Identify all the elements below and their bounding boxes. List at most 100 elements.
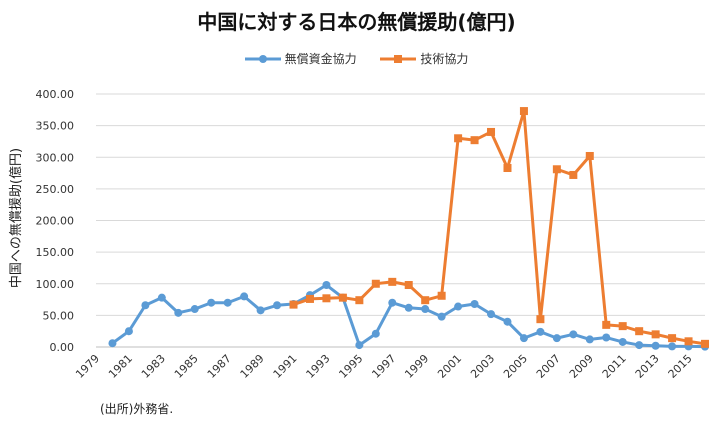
data-point xyxy=(108,339,117,348)
data-point xyxy=(519,334,528,343)
data-point xyxy=(421,305,430,314)
y-tick-label: 100.00 xyxy=(36,278,75,291)
data-point xyxy=(569,330,578,339)
y-axis-ticks: 0.00 50.00 100.00 150.00 200.00 250.00 300.00 3… xyxy=(36,88,75,354)
y-tick-label: 300.00 xyxy=(36,151,75,164)
data-point xyxy=(651,341,660,350)
x-tick-label: 1989 xyxy=(238,352,267,381)
gridlines xyxy=(96,93,705,348)
x-tick-label: 1993 xyxy=(304,352,333,381)
y-tick-label: 400.00 xyxy=(36,88,75,101)
legend-item-technical: 技術協力 xyxy=(380,50,468,67)
data-point xyxy=(635,341,644,350)
x-tick-label: 1987 xyxy=(205,352,234,381)
data-point xyxy=(503,164,512,173)
data-point xyxy=(487,127,496,136)
data-point xyxy=(552,334,561,343)
data-point xyxy=(487,310,496,319)
data-point xyxy=(371,329,380,338)
x-tick-label: 2005 xyxy=(501,352,530,381)
data-point xyxy=(470,136,479,145)
data-point xyxy=(602,333,611,342)
data-point xyxy=(388,277,397,286)
data-point xyxy=(602,320,611,329)
data-point xyxy=(618,337,627,346)
chart-title: 中国に対する日本の無償援助(億円) xyxy=(197,10,516,34)
data-point xyxy=(684,337,693,346)
data-point xyxy=(240,292,249,301)
data-point xyxy=(635,327,644,336)
data-point xyxy=(190,305,199,314)
x-tick-label: 1983 xyxy=(139,352,168,381)
y-tick-label: 200.00 xyxy=(36,215,75,228)
data-point xyxy=(437,312,446,321)
data-point xyxy=(470,299,479,308)
data-point xyxy=(404,281,413,290)
data-point xyxy=(701,339,709,348)
x-tick-label: 1985 xyxy=(172,352,201,381)
legend-item-grant: 無償資金協力 xyxy=(244,50,357,67)
data-point xyxy=(322,294,331,303)
data-point xyxy=(174,308,183,317)
data-point xyxy=(437,291,446,300)
data-point xyxy=(552,165,561,174)
x-tick-label: 2015 xyxy=(666,352,695,381)
data-point xyxy=(305,294,314,303)
legend-label-grant: 無償資金協力 xyxy=(284,52,357,66)
y-tick-label: 150.00 xyxy=(36,246,75,259)
y-tick-label: 350.00 xyxy=(36,120,75,133)
x-tick-label: 1997 xyxy=(369,352,398,381)
data-point xyxy=(585,151,594,160)
legend-label-technical: 技術協力 xyxy=(420,52,469,66)
data-point xyxy=(668,342,677,351)
data-point xyxy=(355,296,364,305)
data-point xyxy=(157,293,166,302)
x-tick-label: 2011 xyxy=(600,352,629,381)
series-line-1 xyxy=(293,109,706,346)
x-tick-label: 1999 xyxy=(402,352,431,381)
y-tick-label: 0.00 xyxy=(50,341,75,354)
data-point xyxy=(371,279,380,288)
data-point xyxy=(223,298,232,307)
data-point xyxy=(388,298,397,307)
y-axis-label: 中国への無償援助(億円) xyxy=(8,148,24,288)
data-point xyxy=(569,170,578,179)
x-tick-label: 1995 xyxy=(336,352,365,381)
data-point xyxy=(454,302,463,311)
x-tick-label: 2007 xyxy=(534,352,563,381)
x-tick-label: 1981 xyxy=(106,352,135,381)
x-tick-label: 2003 xyxy=(468,352,497,381)
data-point xyxy=(404,303,413,312)
legend-marker-circle xyxy=(244,54,281,63)
x-tick-label: 2013 xyxy=(633,352,662,381)
data-point xyxy=(289,300,298,309)
data-point xyxy=(124,327,133,336)
data-point xyxy=(536,315,545,324)
x-axis-ticks: 1979 1981 1983 1985 1987 1989 1991 1993 1995 1997… xyxy=(73,352,695,381)
data-point xyxy=(668,334,677,343)
data-point xyxy=(355,341,364,350)
y-tick-label: 250.00 xyxy=(36,183,75,196)
data-point xyxy=(651,330,660,339)
data-point xyxy=(454,134,463,143)
series-group xyxy=(108,107,709,351)
data-point xyxy=(322,281,331,290)
data-point xyxy=(256,306,265,315)
data-point xyxy=(141,301,150,310)
x-tick-label: 1991 xyxy=(271,352,300,381)
x-tick-label: 2009 xyxy=(567,352,596,381)
source-note: (出所)外務省. xyxy=(100,402,174,416)
x-tick-label: 2001 xyxy=(435,352,464,381)
data-point xyxy=(519,107,528,116)
data-point xyxy=(273,301,282,310)
data-point xyxy=(618,322,627,331)
x-tick-label: 1979 xyxy=(73,352,102,381)
data-point xyxy=(503,317,512,326)
legend: 無償資金協力 技術協力 xyxy=(0,50,713,67)
data-point xyxy=(421,296,430,305)
legend-marker-square xyxy=(380,54,417,63)
data-point xyxy=(207,298,216,307)
data-point xyxy=(536,327,545,336)
data-point xyxy=(338,293,347,302)
